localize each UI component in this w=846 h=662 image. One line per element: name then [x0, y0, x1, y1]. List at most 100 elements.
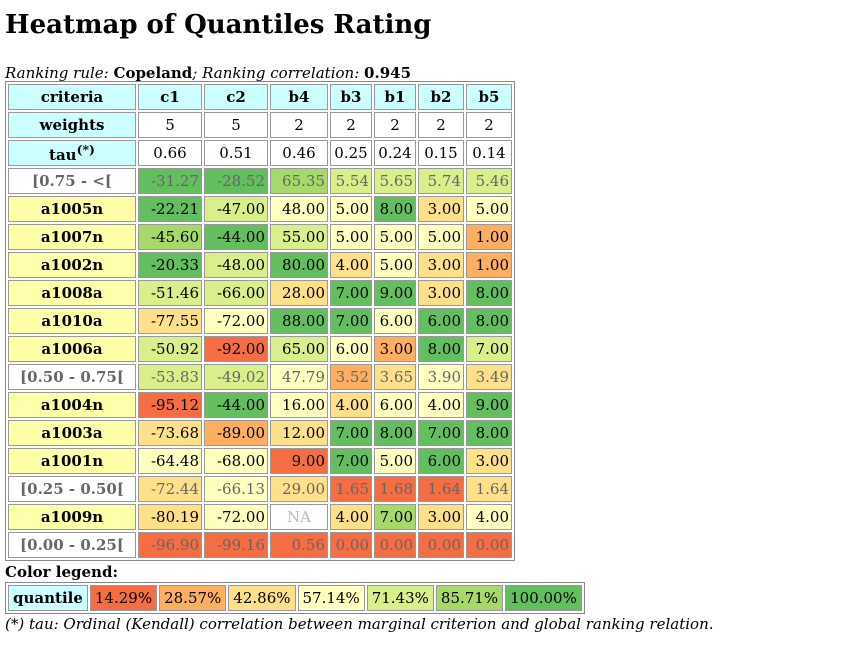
alternative-row: a1006a -50.92 -92.00 65.00 6.00 3.00 8.00 7.00 — [8, 336, 512, 362]
alternative-row: a1002n -20.33 -48.00 80.00 4.00 5.00 3.00 1.00 — [8, 252, 512, 278]
heatmap-cell: -72.00 — [204, 504, 268, 530]
alternative-row: a1008a -51.46 -66.00 28.00 7.00 9.00 3.00 8.00 — [8, 280, 512, 306]
heatmap-cell: 3.00 — [466, 448, 512, 474]
quantile-label: [0.25 - 0.50[ — [8, 476, 136, 502]
heatmap-cell: 9.00 — [466, 392, 512, 418]
heatmap-cell: 3.00 — [374, 336, 416, 362]
heatmap-cell: 3.00 — [418, 196, 464, 222]
heatmap-cell: -95.12 — [138, 392, 202, 418]
alternative-label: a1001n — [8, 448, 136, 474]
weight-b5: 2 — [466, 112, 512, 138]
heatmap-cell: 65.35 — [270, 168, 328, 194]
heatmap-cell: 55.00 — [270, 224, 328, 250]
heatmap-cell: -31.27 — [138, 168, 202, 194]
criterion-b2: b2 — [418, 84, 464, 110]
heatmap-cell: 5.74 — [418, 168, 464, 194]
heatmap-cell: 0.00 — [418, 532, 464, 558]
legend-label: quantile — [8, 585, 88, 611]
heatmap-cell: -47.00 — [204, 196, 268, 222]
heatmap-cell: -51.46 — [138, 280, 202, 306]
heatmap-cell: -50.92 — [138, 336, 202, 362]
legend-swatch: 28.57% — [159, 585, 227, 611]
alternative-label: a1010a — [8, 308, 136, 334]
heatmap-cell: 48.00 — [270, 196, 328, 222]
heatmap-cell: 4.00 — [466, 504, 512, 530]
heatmap-cell: 5.46 — [466, 168, 512, 194]
heatmap-cell: 6.00 — [330, 336, 372, 362]
heatmap-cell: -72.44 — [138, 476, 202, 502]
heatmap-cell: 8.00 — [466, 420, 512, 446]
heatmap-cell: -45.60 — [138, 224, 202, 250]
alternative-label: a1003a — [8, 420, 136, 446]
heatmap-cell: -44.00 — [204, 392, 268, 418]
heatmap-cell: -20.33 — [138, 252, 202, 278]
alternative-row: a1001n -64.48 -68.00 9.00 7.00 5.00 6.00 3.00 — [8, 448, 512, 474]
heatmap-cell: -22.21 — [138, 196, 202, 222]
heatmap-cell: 5.00 — [374, 224, 416, 250]
heatmap-cell: 47.79 — [270, 364, 328, 390]
quantile-label: [0.50 - 0.75[ — [8, 364, 136, 390]
tau-footnote-mark: (*) — [76, 142, 95, 157]
heatmap-cell: 5.00 — [374, 448, 416, 474]
legend-swatch: 71.43% — [366, 585, 434, 611]
heatmap-cell: -72.00 — [204, 308, 268, 334]
heatmap-cell: 5.00 — [330, 224, 372, 250]
heatmap-cell: -66.00 — [204, 280, 268, 306]
quantile-row: [0.50 - 0.75[-53.83 -49.02 47.79 3.52 3.65 3.… — [8, 364, 512, 390]
criteria-header-row: criteria c1 c2 b4 b3 b1 b2 b5 — [8, 84, 512, 110]
heatmap-cell: 0.56 — [270, 532, 328, 558]
heatmap-cell: 0.00 — [466, 532, 512, 558]
heatmap-cell: 7.00 — [418, 420, 464, 446]
heatmap-cell: 5.00 — [418, 224, 464, 250]
ranking-corr-value: 0.945 — [364, 64, 412, 82]
weights-label: weights — [8, 112, 136, 138]
tau-b4: 0.46 — [270, 140, 328, 166]
heatmap-cell: -77.55 — [138, 308, 202, 334]
legend-swatch: 14.29% — [89, 585, 158, 611]
heatmap-cell: -73.68 — [138, 420, 202, 446]
legend-swatch: 85.71% — [435, 585, 504, 611]
page-title: Heatmap of Quantiles Rating — [5, 10, 432, 40]
heatmap-cell: -64.48 — [138, 448, 202, 474]
heatmap-cell: -48.00 — [204, 252, 268, 278]
heatmap-cell: -99.16 — [204, 532, 268, 558]
heatmap-cell: 7.00 — [330, 448, 372, 474]
tau-c2: 0.51 — [204, 140, 268, 166]
heatmap-cell: -68.00 — [204, 448, 268, 474]
weight-c1: 5 — [138, 112, 202, 138]
heatmap-cell: 88.00 — [270, 308, 328, 334]
tau-footnote: (*) tau: Ordinal (Kendall) correlation b… — [5, 615, 714, 633]
heatmap-cell: 7.00 — [330, 308, 372, 334]
weights-row: weights 5 5 2 2 2 2 2 — [8, 112, 512, 138]
tau-b3: 0.25 — [330, 140, 372, 166]
quantile-label: [0.75 - <[ — [8, 168, 136, 194]
heatmap-cell: 9.00 — [374, 280, 416, 306]
legend-swatch: 100.00% — [505, 585, 582, 611]
alternative-label: a1008a — [8, 280, 136, 306]
alternative-label: a1005n — [8, 196, 136, 222]
quantile-row: [0.75 - <[-31.27 -28.52 65.35 5.54 5.65 5.74 5… — [8, 168, 512, 194]
heatmap-cell: -53.83 — [138, 364, 202, 390]
heatmap-cell: 29.00 — [270, 476, 328, 502]
heatmap-cell: -89.00 — [204, 420, 268, 446]
alternative-label: a1006a — [8, 336, 136, 362]
ranking-corr-label: Ranking correlation — [202, 64, 355, 82]
criterion-b3: b3 — [330, 84, 372, 110]
heatmap-cell: 7.00 — [330, 280, 372, 306]
tau-c1: 0.66 — [138, 140, 202, 166]
heatmap-cell: -66.13 — [204, 476, 268, 502]
heatmap-cell: 1.00 — [466, 224, 512, 250]
heatmap-cell: 6.00 — [374, 308, 416, 334]
heatmap-cell: 7.00 — [466, 336, 512, 362]
weight-b3: 2 — [330, 112, 372, 138]
heatmap-cell: 1.64 — [466, 476, 512, 502]
heatmap-cell: 3.52 — [330, 364, 372, 390]
ranking-rule-label: Ranking rule — [5, 64, 104, 82]
alternative-row: a1009n -80.19 -72.00 NA 4.00 7.00 3.00 4.00 — [8, 504, 512, 530]
alternative-label: a1002n — [8, 252, 136, 278]
heatmap-cell: 80.00 — [270, 252, 328, 278]
tau-b2: 0.15 — [418, 140, 464, 166]
heatmap-cell: 3.00 — [418, 252, 464, 278]
alternative-row: a1010a -77.55 -72.00 88.00 7.00 6.00 6.00 8.00 — [8, 308, 512, 334]
heatmap-cell: NA — [270, 504, 328, 530]
